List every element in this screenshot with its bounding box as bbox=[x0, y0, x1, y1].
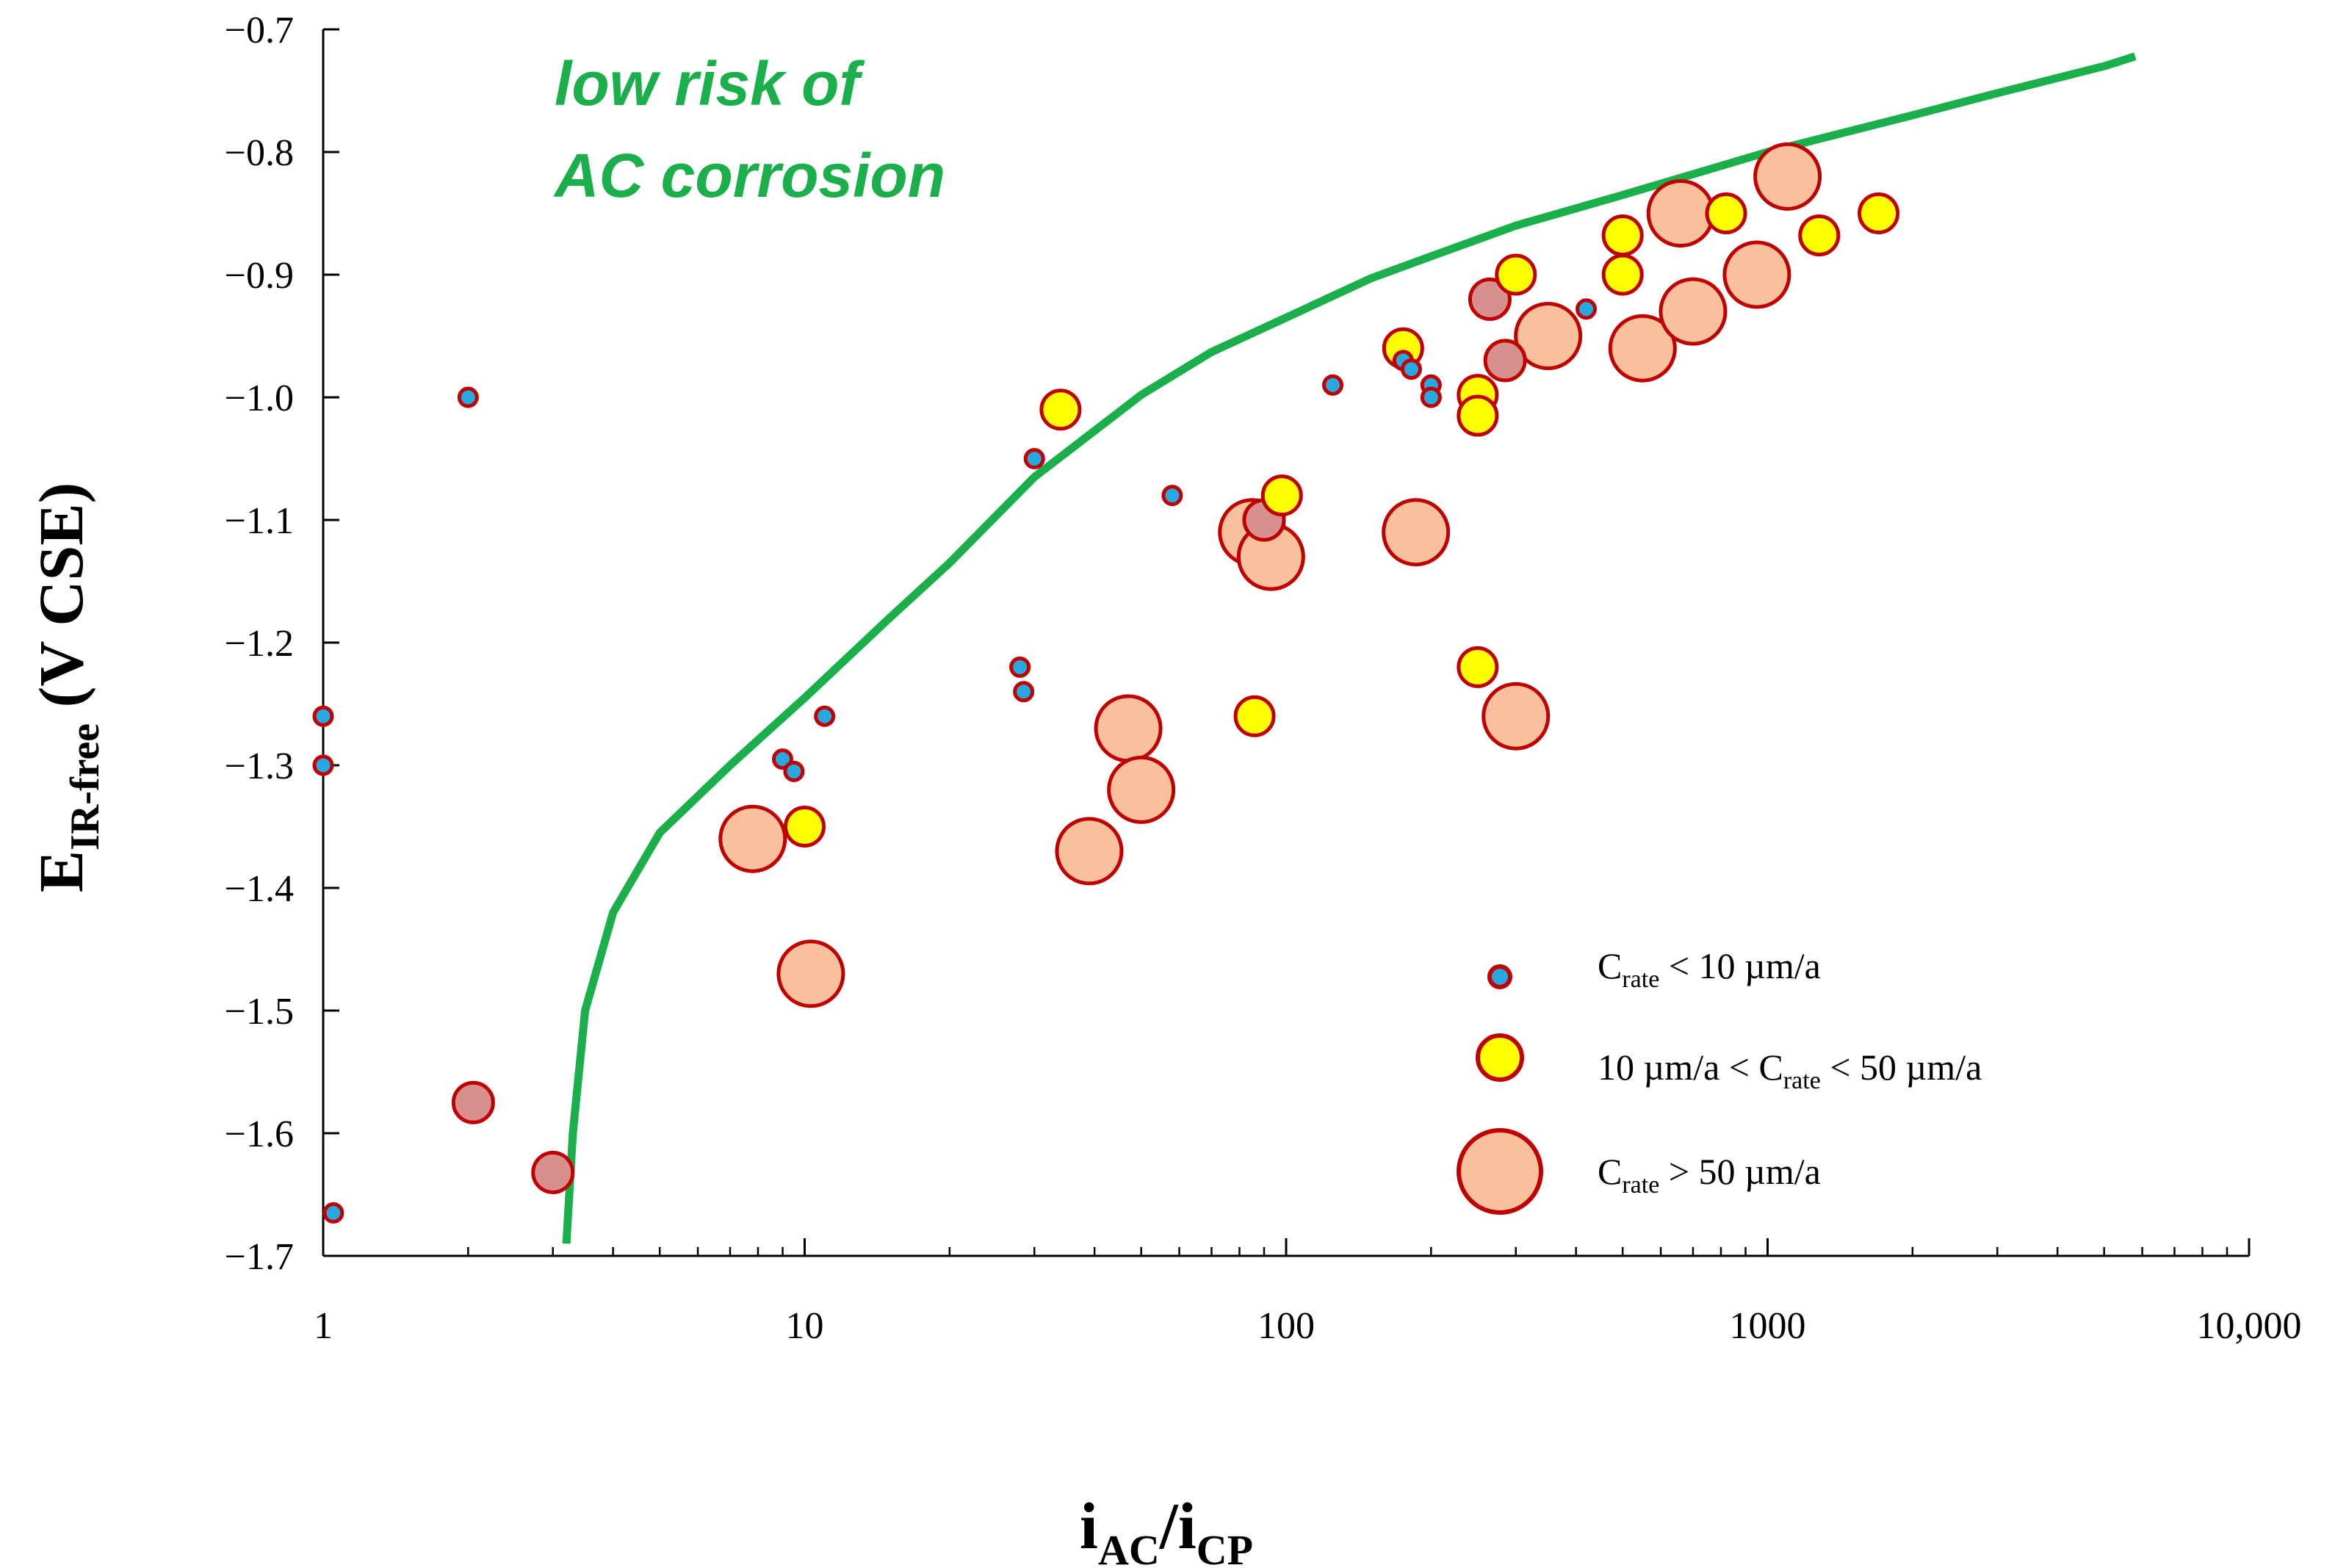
data-point-medium bbox=[1601, 214, 1644, 257]
x-tick-label: 1000 bbox=[1730, 1305, 1806, 1347]
legend-label-medium: 10 µm/a < Crate < 50 µm/a bbox=[1598, 1047, 1982, 1094]
data-point-large bbox=[1608, 314, 1677, 383]
data-point-medium bbox=[1039, 389, 1082, 431]
data-point-small bbox=[783, 760, 805, 782]
data-point-medium bbox=[1705, 192, 1747, 234]
data-point-mauve bbox=[1468, 277, 1512, 321]
data-point-mauve bbox=[531, 1150, 575, 1194]
data-point-small bbox=[1576, 298, 1598, 320]
data-point-small bbox=[322, 1202, 344, 1224]
data-point-large bbox=[1722, 240, 1791, 309]
x-tick-label: 1 bbox=[314, 1305, 333, 1347]
x-axis-title-sep: /i bbox=[1159, 1490, 1197, 1563]
data-point-small bbox=[1161, 485, 1183, 507]
data-point-medium bbox=[1457, 646, 1499, 688]
data-point-medium bbox=[1457, 394, 1499, 437]
data-point-medium bbox=[1858, 192, 1900, 234]
y-tick-label: −1.6 bbox=[225, 1113, 294, 1155]
legend-label-large: Crate > 50 µm/a bbox=[1598, 1151, 1821, 1199]
x-axis-title-main: i bbox=[1080, 1490, 1098, 1563]
y-tick-label: −0.9 bbox=[225, 255, 294, 297]
y-tick-label: −0.7 bbox=[225, 10, 294, 51]
data-point-large bbox=[1514, 302, 1583, 370]
data-point-mauve bbox=[1483, 339, 1527, 383]
data-point-large bbox=[718, 804, 787, 873]
y-tick-label: −1.0 bbox=[225, 377, 294, 419]
data-point-medium bbox=[1601, 253, 1644, 296]
y-tick-label: −1.5 bbox=[225, 991, 294, 1033]
data-point-large bbox=[1094, 694, 1163, 763]
data-point-small bbox=[312, 754, 334, 776]
y-tick-label: −1.4 bbox=[225, 868, 294, 910]
data-markers bbox=[312, 52, 2137, 1244]
axes: −0.7 −0.8 −0.9 −1.0 −1.1 −1.2 −1.3 −1.4 −1.5 −1.6… bbox=[225, 10, 2302, 1347]
data-point-small bbox=[1013, 681, 1035, 703]
y-tick-label: −1.2 bbox=[225, 623, 294, 665]
data-point-large bbox=[1646, 179, 1715, 248]
data-point-small bbox=[1420, 386, 1442, 408]
y-axis-title-main: E bbox=[26, 850, 96, 892]
data-point-large bbox=[1482, 682, 1551, 751]
x-axis-title: iAC/iCP bbox=[1080, 1490, 1253, 1568]
data-point-medium bbox=[1260, 474, 1303, 517]
data-point-small bbox=[457, 386, 479, 408]
x-tick-label: 100 bbox=[1257, 1305, 1315, 1347]
x-axis-title-sub1: AC bbox=[1098, 1526, 1160, 1568]
legend: Crate < 10 µm/a 10 µm/a < Crate < 50 µm/… bbox=[1457, 945, 1982, 1215]
data-point-small bbox=[1400, 358, 1422, 380]
x-tick-label: 10 bbox=[786, 1305, 824, 1347]
y-tick-label: −1.7 bbox=[225, 1236, 294, 1278]
data-point-mauve bbox=[451, 1080, 495, 1124]
data-point-small bbox=[312, 705, 334, 727]
data-point-medium bbox=[784, 806, 826, 848]
data-point-small bbox=[1009, 656, 1031, 678]
y-axis-title-rest: (V CSE) bbox=[26, 483, 96, 723]
data-point-medium bbox=[1798, 214, 1841, 257]
annotation-line-2: AC corrosion bbox=[553, 141, 945, 210]
y-tick-label: −1.3 bbox=[225, 745, 294, 787]
x-tick-label: 10,000 bbox=[2197, 1305, 2302, 1347]
data-point-large bbox=[1382, 498, 1451, 567]
data-point-large bbox=[1753, 142, 1822, 211]
annotation-line-1: low risk of bbox=[555, 49, 865, 118]
data-point-small bbox=[814, 705, 836, 727]
data-point-large bbox=[1107, 755, 1176, 824]
legend-marker-small bbox=[1487, 964, 1512, 989]
data-point-small bbox=[1322, 374, 1344, 396]
data-point-medium bbox=[1233, 695, 1276, 737]
y-axis-title-sub: IR-free bbox=[62, 723, 108, 850]
y-tick-label: −0.8 bbox=[225, 132, 294, 174]
data-point-medium bbox=[1495, 253, 1537, 296]
data-point-large bbox=[1055, 817, 1124, 886]
y-tick-label: −1.1 bbox=[225, 500, 294, 542]
data-point-large bbox=[776, 939, 845, 1008]
y-axis-title: EIR-free (V CSE) bbox=[26, 483, 108, 893]
x-axis-title-sub2: CP bbox=[1197, 1526, 1253, 1568]
legend-marker-medium bbox=[1476, 1033, 1524, 1082]
risk-threshold-curve bbox=[562, 52, 2137, 1244]
data-point-small bbox=[1023, 448, 1045, 469]
legend-label-small: Crate < 10 µm/a bbox=[1598, 945, 1821, 993]
data-point-large bbox=[1659, 277, 1728, 346]
legend-marker-large bbox=[1457, 1128, 1543, 1215]
